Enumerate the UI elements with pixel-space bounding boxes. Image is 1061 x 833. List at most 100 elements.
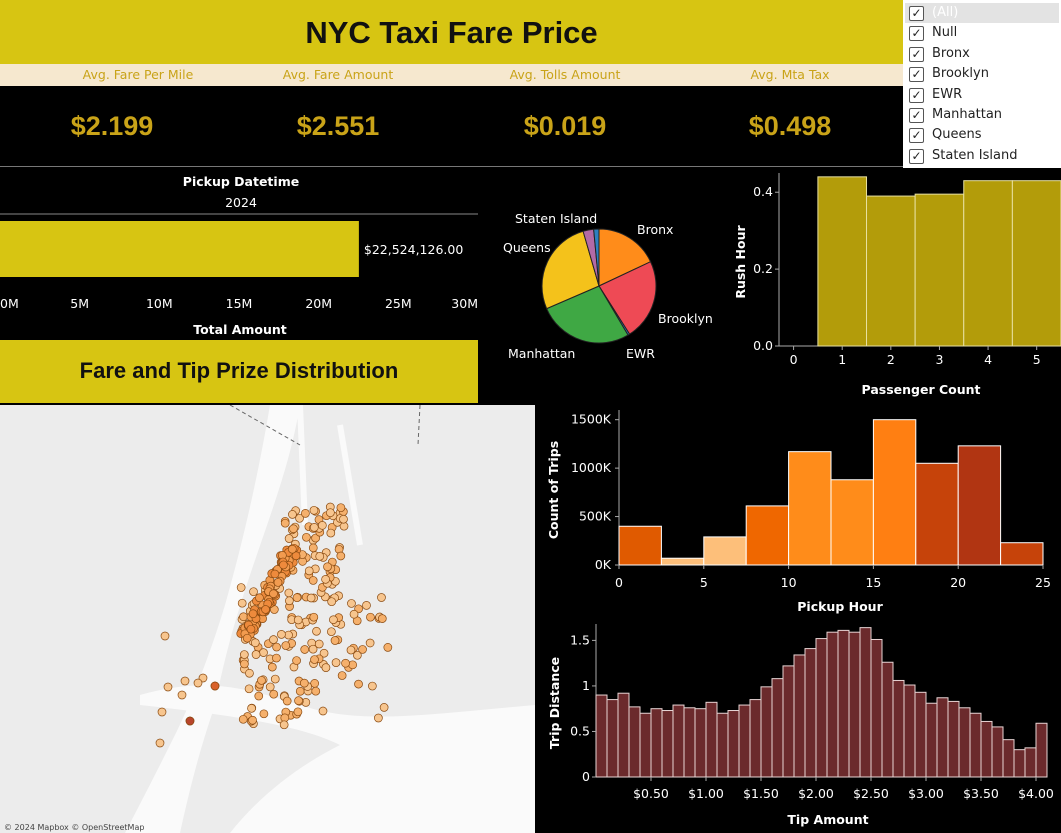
pickup-point[interactable] bbox=[270, 569, 280, 579]
checkbox-icon[interactable]: ✓ bbox=[909, 88, 924, 103]
pickup-point[interactable] bbox=[265, 682, 275, 692]
pickup-point[interactable] bbox=[330, 636, 340, 645]
bar[interactable] bbox=[804, 648, 817, 778]
bar[interactable] bbox=[815, 638, 828, 778]
bar[interactable] bbox=[914, 691, 927, 778]
pickup-point[interactable] bbox=[300, 645, 310, 654]
pickup-point[interactable] bbox=[362, 601, 371, 610]
filter-item-ewr[interactable]: ✓ EWR bbox=[905, 85, 1059, 105]
pickup-point[interactable] bbox=[308, 543, 318, 553]
bar[interactable] bbox=[830, 479, 874, 566]
pickup-point[interactable] bbox=[302, 532, 311, 542]
bar[interactable] bbox=[727, 710, 740, 778]
bar[interactable] bbox=[694, 708, 707, 778]
bar[interactable] bbox=[639, 712, 652, 778]
pickup-point[interactable] bbox=[289, 524, 298, 534]
bar[interactable] bbox=[617, 692, 630, 778]
pickup-point[interactable] bbox=[284, 588, 294, 598]
filter-item-staten-island[interactable]: ✓ Staten Island bbox=[905, 146, 1059, 166]
bar[interactable] bbox=[837, 629, 850, 778]
bar[interactable] bbox=[991, 726, 1004, 778]
pickup-point[interactable] bbox=[277, 630, 286, 639]
bar[interactable] bbox=[980, 720, 993, 778]
bar[interactable] bbox=[859, 627, 872, 778]
pickup-point[interactable] bbox=[295, 686, 305, 696]
bar[interactable] bbox=[788, 451, 832, 566]
bar[interactable] bbox=[618, 525, 662, 566]
pickup-point[interactable] bbox=[269, 589, 278, 599]
pickup-point[interactable] bbox=[236, 583, 246, 592]
pickup-point[interactable] bbox=[293, 615, 303, 625]
bar[interactable] bbox=[826, 631, 839, 778]
bar[interactable] bbox=[716, 712, 729, 778]
bar[interactable] bbox=[848, 631, 861, 778]
pickup-point[interactable] bbox=[295, 513, 304, 523]
bar[interactable] bbox=[957, 445, 1002, 566]
pickup-point[interactable] bbox=[248, 609, 258, 619]
bar[interactable] bbox=[672, 704, 685, 778]
pickup-point[interactable] bbox=[377, 593, 386, 602]
pickup-point[interactable] bbox=[259, 709, 269, 719]
pickup-point[interactable] bbox=[308, 576, 318, 585]
pickup-point[interactable] bbox=[269, 689, 279, 699]
bar[interactable] bbox=[782, 665, 795, 778]
bar[interactable] bbox=[661, 710, 674, 778]
pickup-point[interactable] bbox=[291, 551, 301, 561]
bar[interactable] bbox=[595, 694, 608, 778]
pickup-point[interactable] bbox=[157, 707, 167, 717]
pickup-point[interactable] bbox=[155, 738, 165, 748]
pickup-point[interactable] bbox=[337, 671, 347, 680]
pickup-point[interactable] bbox=[301, 509, 310, 518]
pickup-point[interactable] bbox=[353, 650, 362, 660]
pickup-point[interactable] bbox=[244, 684, 254, 694]
pickup-point[interactable] bbox=[177, 690, 187, 700]
pickup-point[interactable] bbox=[267, 662, 277, 672]
pickup-point[interactable] bbox=[306, 593, 316, 603]
pickup-point[interactable] bbox=[311, 686, 321, 696]
bar[interactable] bbox=[892, 679, 905, 778]
bar[interactable] bbox=[1035, 722, 1048, 778]
bar[interactable] bbox=[914, 193, 965, 347]
pickup-point[interactable] bbox=[282, 696, 292, 706]
pickup-point[interactable] bbox=[383, 643, 393, 652]
pickup-point[interactable] bbox=[272, 642, 281, 652]
pickup-point[interactable] bbox=[311, 533, 320, 543]
pickup-point[interactable] bbox=[238, 714, 248, 724]
filter-item-brooklyn[interactable]: ✓ Brooklyn bbox=[905, 64, 1059, 84]
pickup-point[interactable] bbox=[309, 523, 319, 532]
pickup-point[interactable] bbox=[321, 663, 331, 672]
pickup-point[interactable] bbox=[163, 682, 173, 692]
pickup-point[interactable] bbox=[374, 713, 383, 723]
pickup-point[interactable] bbox=[272, 653, 281, 663]
pie-slice-brooklyn[interactable] bbox=[598, 261, 657, 335]
pickup-point[interactable] bbox=[279, 720, 289, 730]
checkbox-icon[interactable]: ✓ bbox=[909, 26, 924, 41]
bar[interactable] bbox=[915, 462, 959, 566]
pickup-point[interactable] bbox=[245, 668, 254, 678]
pickup-point[interactable] bbox=[257, 676, 266, 685]
checkbox-icon[interactable]: ✓ bbox=[909, 128, 924, 143]
pickup-point[interactable] bbox=[288, 510, 297, 519]
pickup-point[interactable] bbox=[309, 612, 319, 622]
bar[interactable] bbox=[1024, 747, 1037, 778]
bar[interactable] bbox=[866, 195, 916, 347]
checkbox-icon[interactable]: ✓ bbox=[909, 149, 924, 164]
filter-item-null[interactable]: ✓ Null bbox=[905, 23, 1059, 43]
pickup-point[interactable] bbox=[240, 659, 249, 669]
pickup-point[interactable] bbox=[321, 574, 330, 584]
pickup-point[interactable] bbox=[279, 560, 288, 570]
pickup-point[interactable] bbox=[284, 630, 293, 640]
pickup-point[interactable] bbox=[379, 703, 389, 712]
pickup-point[interactable] bbox=[358, 645, 367, 654]
pickup-point[interactable] bbox=[292, 593, 302, 603]
pickup-point[interactable] bbox=[185, 716, 195, 726]
pickup-point[interactable] bbox=[317, 521, 327, 530]
pickup-point[interactable] bbox=[250, 638, 260, 648]
bar[interactable] bbox=[1002, 739, 1015, 778]
bar[interactable] bbox=[1011, 180, 1061, 347]
pickup-point[interactable] bbox=[339, 514, 348, 524]
pickup-point[interactable] bbox=[255, 593, 264, 603]
pickup-point[interactable] bbox=[285, 596, 294, 606]
bar[interactable] bbox=[817, 176, 868, 347]
filter-item-all[interactable]: ✓ (All) bbox=[905, 3, 1059, 23]
